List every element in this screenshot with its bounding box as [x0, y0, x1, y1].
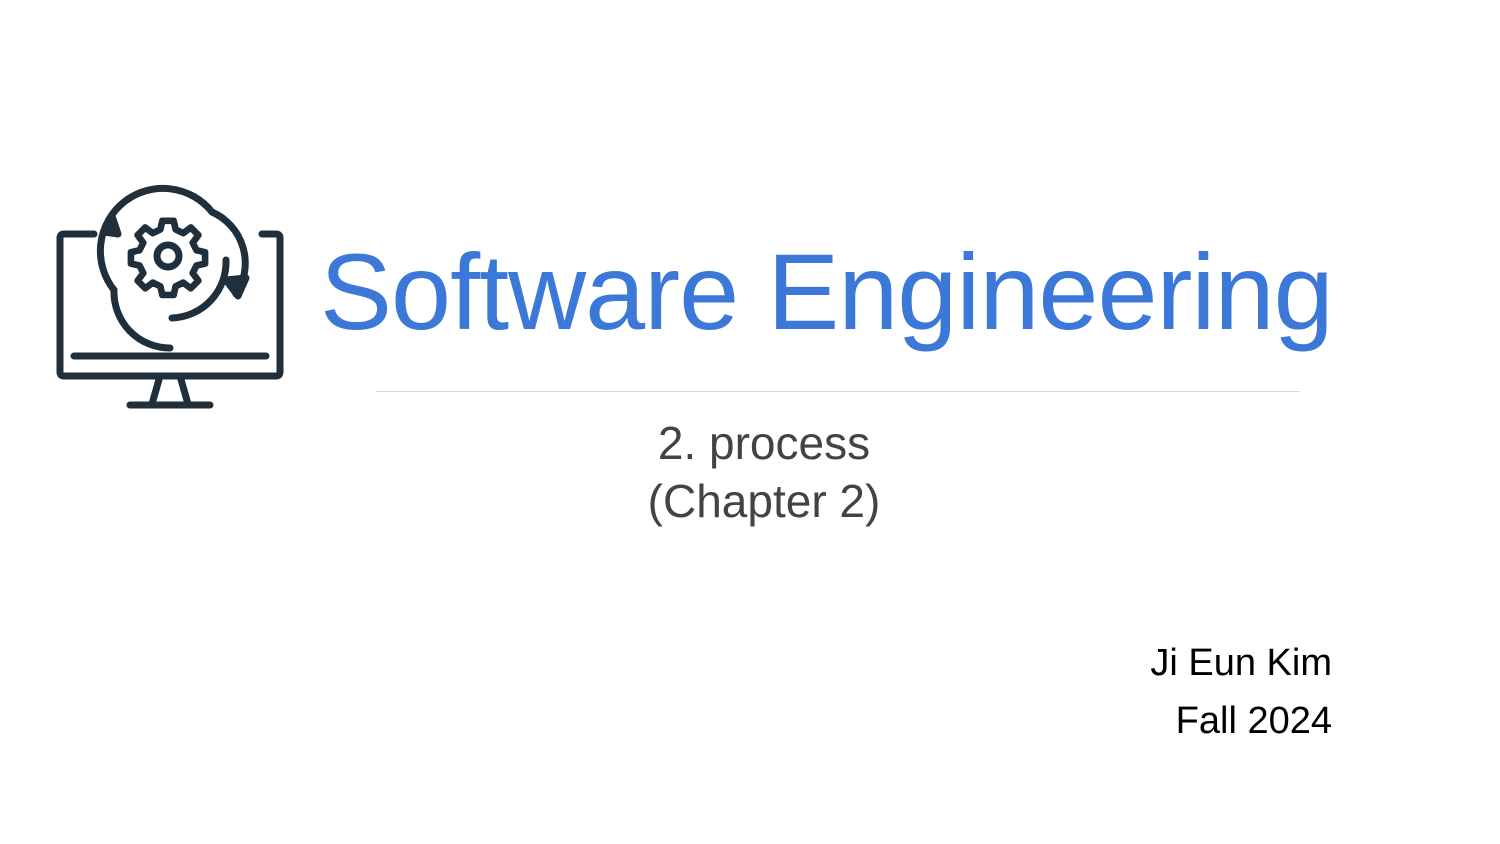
author-block: Ji Eun Kim Fall 2024	[1150, 634, 1332, 750]
term-label: Fall 2024	[1175, 700, 1332, 742]
computer-gear-refresh-icon	[54, 180, 286, 412]
author-name: Ji Eun Kim	[1150, 642, 1332, 684]
subtitle-line-2: (Chapter 2)	[647, 475, 881, 527]
slide-title: Software Engineering	[320, 231, 1334, 352]
subtitle-line-1: 2. process	[657, 417, 871, 469]
slide-subtitle: 2. process (Chapter 2)	[540, 414, 988, 530]
title-divider	[376, 391, 1300, 392]
